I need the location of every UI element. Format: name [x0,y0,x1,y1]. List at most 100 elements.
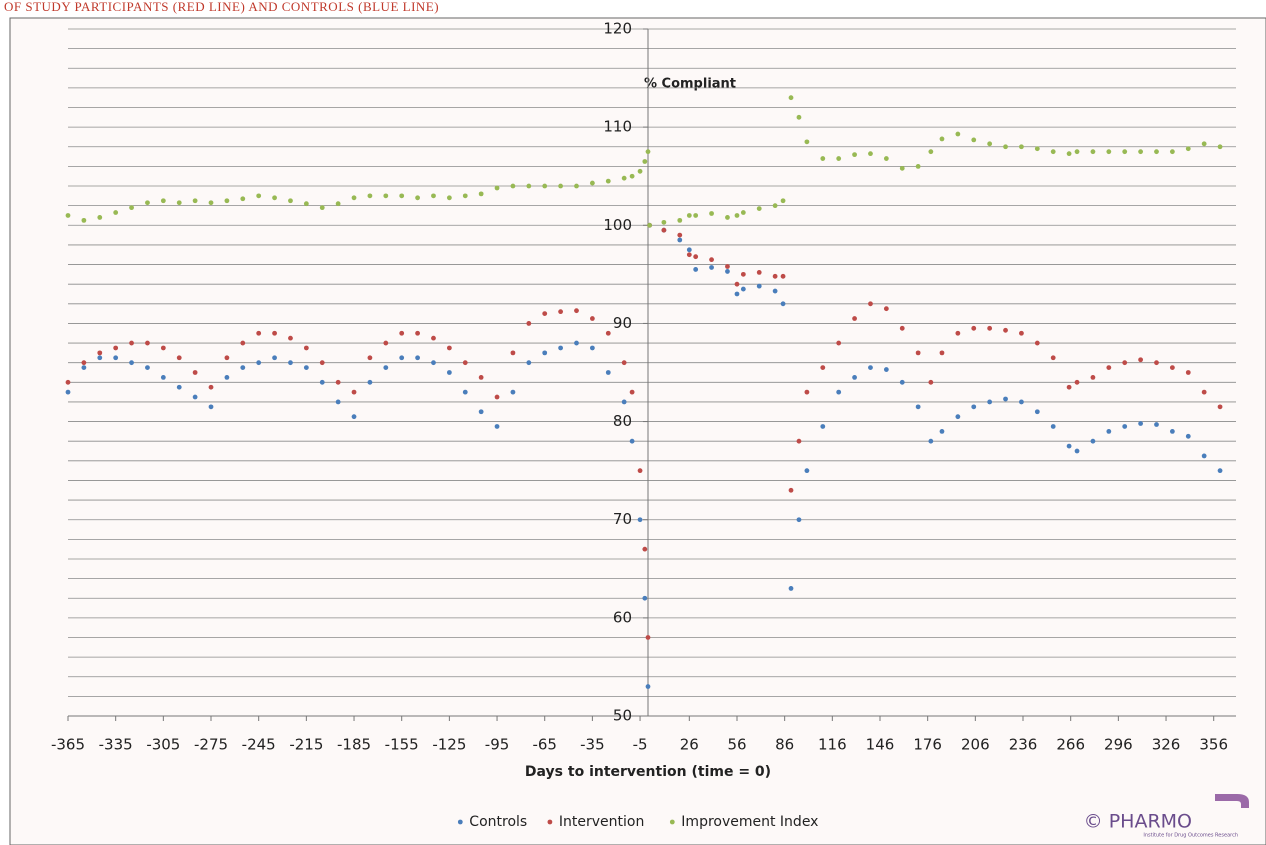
data-point [367,193,373,199]
data-point [868,151,873,157]
data-point [256,360,262,366]
data-point [1217,468,1223,474]
data-point [240,365,246,370]
legend-marker [547,819,553,825]
data-point [97,215,103,220]
data-point [129,340,134,346]
data-point [836,156,842,161]
data-point [526,183,532,189]
data-point [939,428,945,434]
data-point [734,213,740,218]
data-point [820,156,826,161]
data-point [605,178,611,184]
x-tick-label: -155 [385,736,419,754]
data-point [740,271,746,277]
data-point [709,211,714,216]
data-point [399,330,405,336]
data-point [589,180,595,186]
data-point [1154,360,1159,366]
data-point [971,404,977,410]
data-point [1185,370,1191,375]
data-point [642,546,648,552]
data-point [478,375,484,380]
data-point [462,360,468,366]
data-point [734,281,740,287]
data-point [1169,365,1175,370]
data-point [1074,448,1080,454]
data-point [915,350,921,356]
data-point [836,340,842,346]
x-tick-label: 206 [961,736,990,754]
data-point [526,321,532,326]
data-point [574,308,579,314]
data-point [686,252,692,258]
data-point [756,206,762,212]
x-tick-label: -125 [432,736,466,754]
data-point [542,350,548,356]
data-point [788,487,794,493]
legend-marker [457,819,463,825]
data-point [987,141,993,147]
data-point [725,215,730,220]
data-point [224,198,230,204]
data-point [224,375,230,380]
data-point [629,173,635,179]
legend-label: Controls [469,814,527,830]
x-tick-label: 236 [1009,736,1038,754]
data-point [415,330,420,336]
x-tick-label: -185 [337,736,371,754]
data-point [637,468,643,474]
data-point [288,198,293,204]
data-point [145,365,150,370]
chart-frame [9,17,1266,845]
data-point [740,286,746,292]
data-point [796,114,802,120]
x-tick-label: -335 [99,736,133,754]
data-point [1074,149,1080,155]
data-point [494,185,500,191]
data-point [1090,375,1096,380]
data-point [1217,404,1223,410]
data-point [1138,149,1144,155]
data-point [756,283,762,289]
data-point [1122,149,1128,155]
data-point [1074,379,1080,385]
data-point [677,232,683,238]
data-point [1003,396,1008,402]
data-point [1050,149,1056,155]
x-tick-label: 266 [1056,736,1085,754]
data-point [256,330,262,336]
data-point [431,360,436,366]
data-point [65,213,71,218]
data-point [645,684,651,689]
data-point [686,247,692,253]
data-point [1122,360,1128,366]
data-point [677,217,683,223]
data-point [431,335,436,341]
data-point [883,306,889,312]
data-point [772,288,778,294]
data-point [605,330,611,336]
data-point [81,217,87,223]
data-point [319,360,325,366]
data-point [558,183,564,189]
x-axis-title: Days to intervention (time = 0) [525,764,771,780]
logo-shape [1215,794,1249,808]
data-point [1019,144,1024,150]
data-point [113,345,119,351]
data-point [431,193,436,199]
data-point [852,152,857,158]
data-point [129,205,134,211]
y-tick-label: 70 [613,510,632,528]
data-point [734,291,740,297]
logo-text: © PHARMO [1084,811,1192,833]
y-tick-label: 50 [613,707,632,725]
data-point [1201,389,1207,395]
data-point [1003,327,1008,333]
data-point [574,183,579,189]
data-point [97,350,103,356]
data-point [351,414,357,420]
x-tick-label: -365 [51,736,85,754]
data-point [677,237,683,243]
data-point [645,635,651,640]
